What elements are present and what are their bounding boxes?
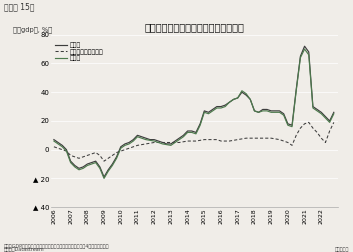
Text: （四半期）: （四半期） bbox=[335, 247, 349, 252]
Text: （注）GDPのみ季節調整値、貸出は日銀貸出会を除く、後方4四半期移動平均: （注）GDPのみ季節調整値、貸出は日銀貸出会を除く、後方4四半期移動平均 bbox=[4, 244, 109, 249]
Text: （図表 15）: （図表 15） bbox=[4, 3, 34, 12]
Text: （資料）Datastream: （資料）Datastream bbox=[4, 247, 44, 252]
Title: 日本の金融機関の金融資産・負債増減: 日本の金融機関の金融資産・負債増減 bbox=[144, 23, 244, 33]
Text: （対gdp比, %）: （対gdp比, %） bbox=[13, 26, 52, 33]
Legend: 資産増, （資産のうち貸出）, 負債増: 資産増, （資産のうち貸出）, 負債増 bbox=[54, 41, 105, 62]
